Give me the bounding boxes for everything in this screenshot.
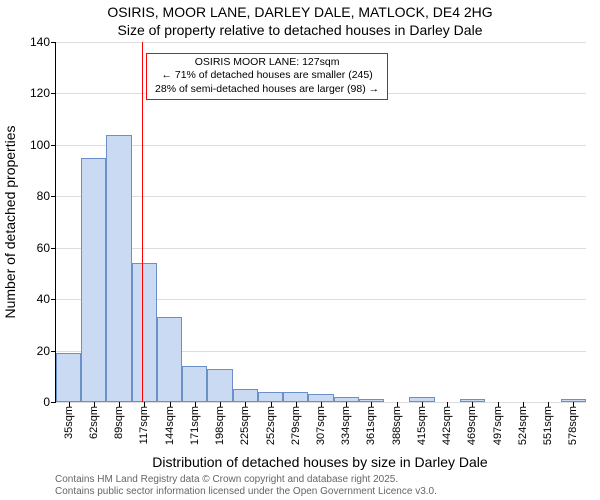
gridline (56, 145, 586, 146)
xtick-label: 252sqm (265, 402, 277, 445)
xtick-label: 89sqm (113, 402, 125, 439)
gridline (56, 248, 586, 249)
ytick-label: 80 (37, 189, 56, 203)
chart-container: OSIRIS, MOOR LANE, DARLEY DALE, MATLOCK,… (0, 0, 600, 500)
bar (132, 263, 157, 402)
xtick-label: 62sqm (88, 402, 100, 439)
ytick-label: 40 (37, 292, 56, 306)
xtick-label: 578sqm (567, 402, 579, 445)
xtick-label: 171sqm (189, 402, 201, 445)
xtick-label: 497sqm (492, 402, 504, 445)
ytick-label: 120 (30, 86, 56, 100)
plot-area: 02040608010012014035sqm62sqm89sqm117sqm1… (55, 42, 586, 403)
xtick-label: 469sqm (466, 402, 478, 445)
xtick-label: 442sqm (441, 402, 453, 445)
xtick-label: 388sqm (391, 402, 403, 445)
bar (56, 353, 81, 402)
ytick-label: 20 (37, 344, 56, 358)
xtick-label: 361sqm (365, 402, 377, 445)
chart-title-sub: Size of property relative to detached ho… (0, 22, 600, 38)
bar (258, 392, 283, 402)
xtick-label: 415sqm (416, 402, 428, 445)
xtick-label: 551sqm (542, 402, 554, 445)
annotation-line: OSIRIS MOOR LANE: 127sqm (151, 56, 383, 70)
bar (182, 366, 207, 402)
xtick-label: 307sqm (315, 402, 327, 445)
gridline (56, 196, 586, 197)
annotation-box: OSIRIS MOOR LANE: 127sqm← 71% of detache… (146, 53, 388, 100)
ytick-label: 100 (30, 138, 56, 152)
marker-line (142, 42, 143, 402)
bar (157, 317, 182, 402)
bar (106, 135, 131, 402)
ytick-label: 60 (37, 241, 56, 255)
xtick-label: 279sqm (290, 402, 302, 445)
footer-line-2: Contains public sector information licen… (55, 486, 437, 497)
y-axis-label: Number of detached properties (2, 126, 18, 319)
bar (283, 392, 308, 402)
ytick-label: 140 (30, 35, 56, 49)
bar (308, 394, 333, 402)
annotation-line: ← 71% of detached houses are smaller (24… (151, 69, 383, 83)
xtick-label: 144sqm (164, 402, 176, 445)
xtick-label: 117sqm (138, 402, 150, 444)
bar (233, 389, 258, 402)
xtick-label: 225sqm (239, 402, 251, 445)
xtick-label: 35sqm (63, 402, 75, 439)
xtick-label: 198sqm (214, 402, 226, 445)
footer-line-1: Contains HM Land Registry data © Crown c… (55, 474, 398, 485)
xtick-label: 524sqm (517, 402, 529, 445)
annotation-line: 28% of semi-detached houses are larger (… (151, 83, 383, 97)
ytick-label: 0 (43, 395, 56, 409)
xtick-label: 334sqm (340, 402, 352, 445)
gridline (56, 42, 586, 43)
bar (81, 158, 106, 402)
chart-title-main: OSIRIS, MOOR LANE, DARLEY DALE, MATLOCK,… (0, 4, 600, 20)
bar (207, 369, 232, 402)
x-axis-label: Distribution of detached houses by size … (55, 454, 585, 470)
